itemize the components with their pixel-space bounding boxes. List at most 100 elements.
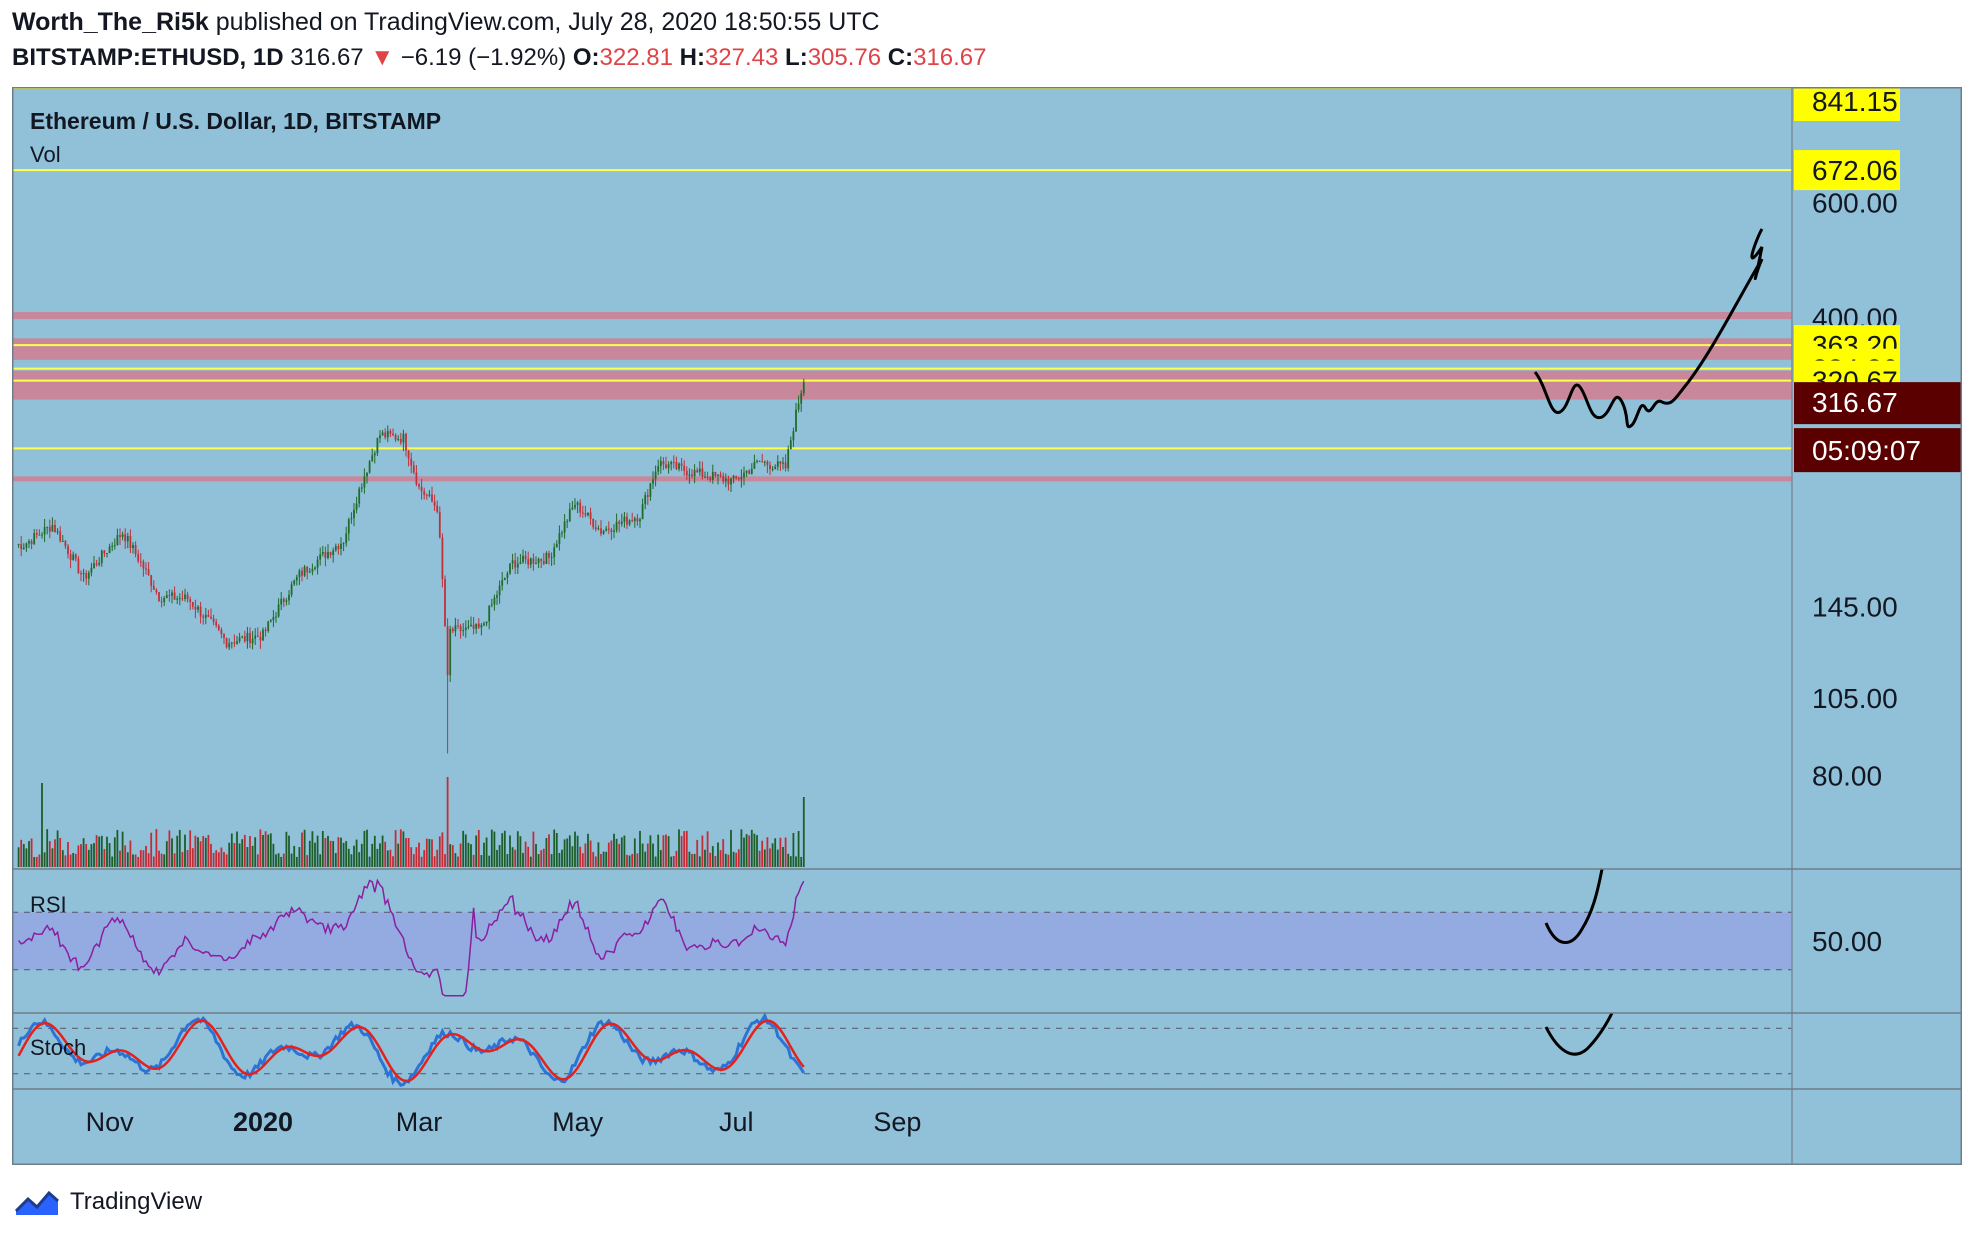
candle (137, 554, 140, 562)
candle (537, 558, 540, 563)
candle (28, 541, 30, 544)
candle (683, 465, 686, 471)
volume-bar (688, 851, 691, 867)
volume-bar (407, 837, 410, 867)
candle (646, 495, 649, 497)
last-price-label[interactable]: 316.67 (1812, 387, 1898, 418)
volume-bar (290, 853, 293, 867)
level-price-label[interactable]: 672.06 (1812, 155, 1898, 186)
candle (93, 563, 95, 568)
volume-bar (158, 850, 160, 867)
volume-bar (662, 835, 665, 867)
candle (532, 558, 535, 564)
volume-bar (389, 849, 392, 867)
level-price-label[interactable]: 841.15 (1812, 87, 1898, 117)
high-value: 327.43 (704, 44, 779, 71)
price-axis-label[interactable]: 80.00 (1812, 761, 1882, 792)
volume-bar (558, 852, 561, 867)
level-price-tag[interactable] (1794, 150, 1900, 191)
chart-svg[interactable]: Nov 2020 Mar May Jul Sep 600.00400.00145.0010… (12, 87, 1962, 1165)
volume-bar (246, 847, 249, 867)
rsi-label[interactable]: RSI (30, 892, 67, 917)
candle (579, 502, 582, 513)
price-axis-label[interactable]: 145.00 (1812, 591, 1898, 622)
volume-bar (488, 855, 491, 867)
candle (597, 528, 600, 530)
candle (324, 552, 327, 558)
candle (155, 589, 158, 593)
volume-bar (613, 833, 615, 867)
time-axis-label[interactable]: Sep (873, 1107, 921, 1137)
volume-bar (207, 834, 210, 867)
candle (238, 637, 241, 642)
candle (639, 519, 641, 522)
volume-bar (724, 853, 727, 867)
volume-bar (306, 855, 309, 867)
last-price-tag[interactable] (1794, 382, 1962, 425)
candle (568, 509, 571, 522)
candle (412, 465, 415, 473)
legend-title[interactable]: Ethereum / U.S. Dollar, 1D, BITSTAMP (30, 108, 441, 134)
time-axis-label[interactable]: Nov (86, 1107, 135, 1137)
volume-bar (394, 830, 397, 867)
candle (225, 638, 228, 648)
candle (410, 458, 413, 466)
candle (496, 595, 498, 598)
volume-bar (503, 830, 506, 867)
candle (74, 554, 77, 559)
volume-bar (704, 849, 706, 867)
candle (464, 627, 467, 631)
countdown-tag[interactable] (1794, 428, 1962, 473)
volume-bar (410, 847, 413, 867)
candle (35, 533, 38, 535)
candle (197, 606, 199, 610)
candle (501, 579, 504, 586)
time-axis-label[interactable]: 2020 (233, 1107, 293, 1137)
tradingview-brand[interactable]: TradingView (70, 1188, 203, 1215)
time-axis-label[interactable]: Mar (396, 1107, 443, 1137)
countdown-label[interactable]: 05:09:07 (1812, 435, 1921, 466)
candle (199, 606, 202, 617)
candle (649, 483, 652, 497)
time-axis-label[interactable]: May (552, 1107, 604, 1137)
chart-border (12, 87, 1962, 1165)
candle (376, 438, 379, 454)
volume-bar (545, 837, 548, 867)
chart-area[interactable]: Nov 2020 Mar May Jul Sep 600.00 400.00 145.00 10… (12, 87, 1962, 1165)
candle (176, 598, 179, 600)
price-axis-label[interactable]: 600.00 (1812, 187, 1898, 218)
rsi-axis-label[interactable]: 50.00 (1812, 926, 1882, 957)
candle (659, 461, 662, 467)
candle (516, 563, 519, 568)
rsi-line (18, 878, 805, 997)
volume-bar (327, 835, 329, 867)
author-name[interactable]: Worth_The_Ri5k (12, 8, 209, 36)
level-price-tag[interactable] (1794, 87, 1900, 121)
projection-sketch (1533, 228, 1764, 429)
candle (454, 625, 457, 632)
candle (373, 453, 376, 456)
volume-bar (249, 835, 251, 867)
price-axis-label[interactable]: 105.00 (1812, 683, 1898, 714)
vol-label[interactable]: Vol (30, 142, 61, 167)
volume-bar (532, 831, 535, 867)
candle (428, 494, 431, 496)
candle (576, 502, 579, 505)
volume-bar (189, 830, 192, 867)
volume-bar (529, 856, 532, 867)
stoch-label[interactable]: Stoch (30, 1035, 86, 1060)
candle (704, 476, 706, 478)
candle (696, 470, 699, 473)
volume-bar (477, 830, 480, 867)
volume-bar (659, 850, 662, 867)
volume-bar (745, 834, 748, 867)
time-axis-label[interactable]: Jul (719, 1107, 754, 1137)
candle (451, 628, 454, 632)
volume-bar (59, 837, 62, 867)
candle (462, 630, 465, 632)
candle (459, 626, 462, 632)
volume-bar (373, 835, 376, 867)
volume-bar (25, 848, 28, 867)
candle (230, 642, 233, 644)
candle (342, 543, 345, 545)
